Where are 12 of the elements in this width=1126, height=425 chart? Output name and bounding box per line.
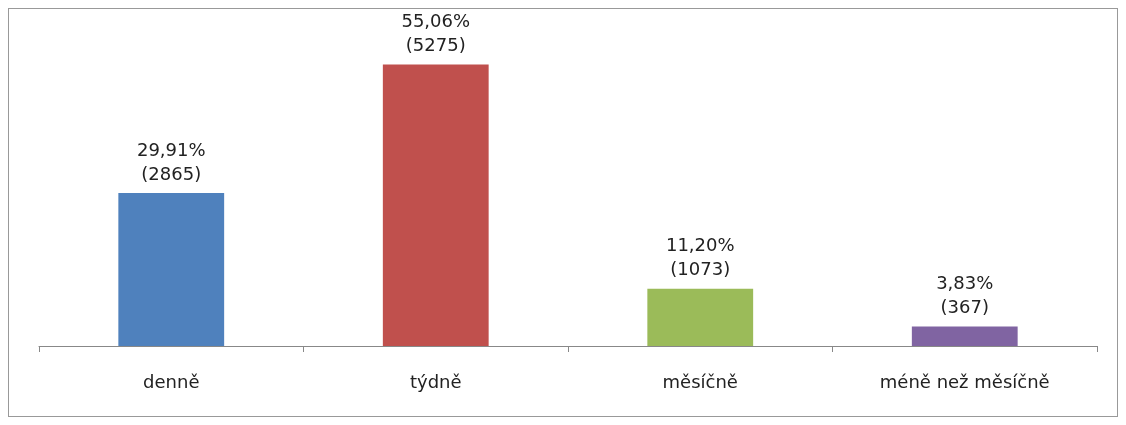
bar (911, 326, 1018, 346)
data-label: 55,06% (5275) (401, 9, 471, 55)
data-label: 3,83% (367) (936, 271, 994, 317)
data-label: 11,20% (1073) (665, 234, 735, 280)
x-tick-label: týdně (409, 370, 462, 392)
data-label: 29,91% (2865) (136, 138, 206, 184)
bar (118, 193, 225, 346)
bar (647, 288, 754, 346)
bar (382, 64, 489, 346)
x-tick-label: méně než měsíčně (879, 370, 1050, 392)
x-tick-label: měsíčně (662, 370, 738, 392)
x-tick-label: denně (143, 370, 200, 392)
